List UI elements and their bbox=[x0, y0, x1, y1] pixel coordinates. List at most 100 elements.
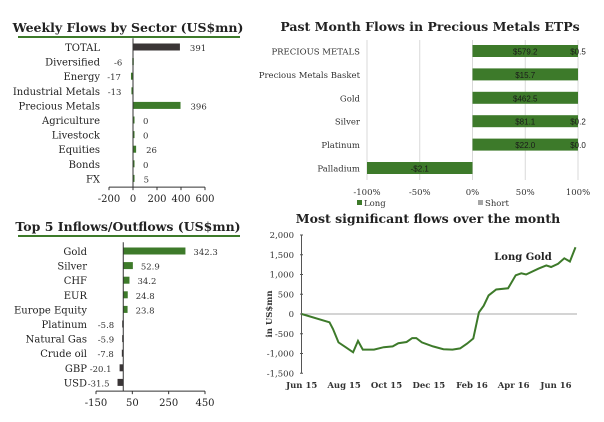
bar bbox=[133, 131, 135, 139]
long-bar bbox=[472, 115, 578, 128]
legend-short-swatch bbox=[478, 200, 483, 205]
long-data-label: $81.1 bbox=[515, 118, 536, 127]
category-label: Silver bbox=[57, 262, 87, 273]
data-label: 342.3 bbox=[193, 248, 217, 258]
category-label: Crude oil bbox=[40, 349, 87, 360]
data-label: -20.1 bbox=[90, 365, 112, 375]
category-label: Equities bbox=[58, 145, 100, 156]
x-tick-label: 0% bbox=[466, 188, 480, 198]
long-gold-line bbox=[301, 246, 577, 354]
weekly-flows-chart: Weekly Flows by Sector (US$mn) TOTAL 391 D… bbox=[12, 20, 244, 205]
category-label: CHF bbox=[64, 276, 87, 287]
data-label: 23.8 bbox=[136, 306, 155, 316]
bar bbox=[133, 116, 135, 124]
x-tick-label: -100% bbox=[353, 188, 380, 198]
y-tick-label: -500 bbox=[275, 330, 294, 340]
x-tick-label: Feb 16 bbox=[456, 381, 488, 391]
data-label: 0 bbox=[143, 132, 148, 142]
category-label: EUR bbox=[64, 291, 88, 302]
y-tick-label: 500 bbox=[278, 290, 294, 300]
category-label: Gold bbox=[63, 247, 87, 258]
category-label: Energy bbox=[64, 72, 101, 83]
bar bbox=[133, 174, 135, 182]
category-label: FX bbox=[86, 174, 101, 185]
x-tick-label: 100% bbox=[566, 188, 590, 198]
bar bbox=[133, 43, 180, 51]
data-label: -7.8 bbox=[97, 350, 113, 360]
data-label: 0 bbox=[143, 161, 148, 171]
long-data-label: $579.2 bbox=[513, 48, 538, 57]
x-tick-label: Aug 15 bbox=[326, 381, 361, 391]
long-bar bbox=[472, 68, 578, 81]
x-tick-label: Dec 15 bbox=[412, 381, 445, 391]
bar bbox=[130, 72, 133, 80]
category-label: Platinum bbox=[42, 320, 88, 331]
y-tick-label: 2,000 bbox=[270, 231, 294, 241]
x-tick-label: 50% bbox=[516, 188, 535, 198]
data-label: 52.9 bbox=[141, 263, 160, 273]
x-tick-label: Jun 15 bbox=[285, 381, 317, 391]
data-label: -13 bbox=[108, 88, 122, 98]
chart-title: Top 5 Inflows/Outflows (US$mn) bbox=[15, 219, 240, 234]
long-data-label: $462.5 bbox=[513, 94, 538, 103]
category-label: Precious Metals Basket bbox=[259, 71, 361, 81]
y-tick-label: -1,500 bbox=[267, 369, 294, 379]
chart-title: Past Month Flows in Precious Metals ETPs bbox=[280, 19, 579, 34]
long-bar bbox=[472, 91, 578, 104]
data-label: 391 bbox=[190, 44, 206, 54]
category-label: PRECIOUS METALS bbox=[271, 48, 360, 58]
bar bbox=[123, 305, 128, 313]
chart-title: Weekly Flows by Sector (US$mn) bbox=[12, 20, 244, 35]
category-label: Palladium bbox=[317, 165, 360, 175]
bar bbox=[123, 276, 130, 284]
x-tick-label: 200 bbox=[147, 194, 166, 205]
x-tick-label: Oct 15 bbox=[371, 381, 402, 391]
x-tick-label: 400 bbox=[171, 194, 190, 205]
legend-short-label: Short bbox=[485, 199, 509, 209]
series-annotation: Long Gold bbox=[494, 252, 551, 263]
x-tick-label: 0 bbox=[130, 194, 136, 205]
y-tick-label: 0 bbox=[289, 310, 294, 320]
bar bbox=[123, 262, 133, 270]
data-label: -17 bbox=[107, 73, 121, 83]
precious-metals-etp-chart: Past Month Flows in Precious Metals ETPs… bbox=[259, 19, 590, 209]
data-label: 396 bbox=[191, 102, 207, 112]
category-label: Precious Metals bbox=[19, 101, 100, 112]
bar bbox=[133, 160, 135, 168]
top-inflows-outflows-chart: Top 5 Inflows/Outflows (US$mn) Gold 342.3… bbox=[14, 219, 241, 409]
category-label: Europe Equity bbox=[14, 305, 87, 316]
x-tick-label: -50% bbox=[409, 188, 431, 198]
y-tick-label: 1,500 bbox=[270, 251, 294, 261]
long-bar bbox=[472, 45, 578, 57]
legend-long-label: Long bbox=[364, 199, 386, 209]
long-bar bbox=[367, 162, 473, 174]
short-data-label: $0.5 bbox=[570, 48, 586, 57]
category-label: Diversified bbox=[45, 58, 100, 69]
x-tick-label: 450 bbox=[195, 398, 214, 409]
category-label: Platinum bbox=[321, 141, 360, 151]
x-tick-label: -200 bbox=[98, 194, 120, 205]
x-tick-label: 250 bbox=[159, 398, 178, 409]
bar bbox=[117, 378, 124, 386]
bar bbox=[123, 291, 128, 299]
category-label: Agriculture bbox=[41, 116, 100, 127]
data-label: -31.5 bbox=[88, 379, 110, 389]
data-label: 5 bbox=[144, 175, 149, 185]
y-axis-label: in US$mn bbox=[265, 290, 275, 337]
data-label: 26 bbox=[146, 146, 157, 156]
bar bbox=[119, 364, 124, 372]
bar bbox=[123, 247, 186, 255]
category-label: Silver bbox=[335, 118, 361, 128]
category-label: Natural Gas bbox=[26, 335, 87, 346]
x-tick-label: -150 bbox=[85, 398, 107, 409]
data-label: 34.2 bbox=[137, 277, 156, 287]
short-data-label: $0.0 bbox=[570, 141, 586, 150]
category-label: Gold bbox=[340, 94, 361, 104]
long-bar bbox=[472, 138, 578, 151]
x-tick-label: Jun 16 bbox=[539, 381, 571, 391]
bar bbox=[133, 145, 137, 153]
bar bbox=[121, 349, 124, 357]
data-label: 0 bbox=[143, 117, 148, 127]
category-label: Bonds bbox=[69, 160, 100, 171]
